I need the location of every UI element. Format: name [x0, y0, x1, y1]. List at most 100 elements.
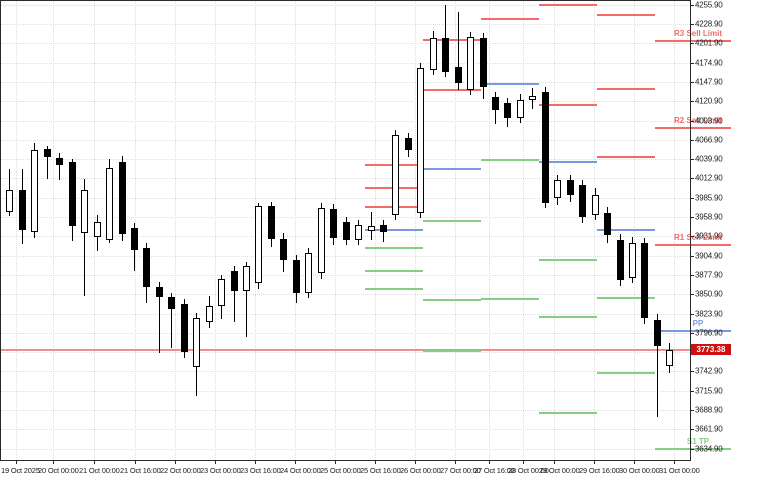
- candle-bullish: [218, 279, 226, 307]
- candle-bullish: [205, 306, 213, 322]
- horizontal-grid-line: [0, 178, 690, 180]
- pivot-level-line: [365, 287, 423, 290]
- horizontal-grid-line: [0, 101, 690, 103]
- time-axis-tick: [94, 461, 95, 464]
- candle-bearish: [267, 206, 275, 240]
- pivot-level-line: [597, 296, 655, 299]
- candle-wick: [457, 11, 459, 90]
- candle-bullish: [31, 149, 39, 232]
- time-axis-tick: [634, 461, 635, 464]
- price-axis-label: 4120.90: [695, 96, 723, 106]
- pivot-level-line: [365, 269, 423, 272]
- candle-bearish: [18, 189, 26, 230]
- pivot-level-line: [597, 229, 655, 231]
- price-axis-label: 4255.90: [695, 0, 723, 10]
- pivot-level-line: [423, 349, 481, 352]
- vertical-grid-line: [523, 0, 524, 460]
- candle-wick: [233, 265, 235, 322]
- candle-bullish: [666, 349, 674, 366]
- candle-bullish: [392, 134, 400, 215]
- time-axis-label: 22 Oct 00:00: [160, 466, 201, 475]
- time-axis-label: 23 Oct 00:00: [200, 466, 241, 475]
- candle-bearish: [541, 91, 549, 203]
- pivot-level-line: [539, 160, 597, 163]
- candle-bullish: [467, 36, 475, 90]
- candle-bullish: [6, 189, 14, 212]
- pivot-level-line: [539, 103, 597, 106]
- candle-bearish: [404, 138, 412, 150]
- pivot-level-line: [539, 412, 597, 414]
- plot-frame-top: [0, 0, 691, 1]
- price-axis-label: 3742.90: [695, 366, 723, 376]
- pivot-level-label: R2 Sell Limit: [673, 116, 723, 125]
- time-axis-label: 23 Oct 16:00: [240, 466, 281, 475]
- candle-wick: [46, 146, 48, 180]
- price-axis-tick: [690, 255, 694, 257]
- candle-bearish: [442, 38, 450, 72]
- time-axis-tick: [53, 461, 54, 464]
- time-axis-tick: [175, 461, 176, 464]
- candle-bullish: [417, 68, 425, 214]
- horizontal-grid-line: [0, 139, 690, 141]
- candle-bearish: [230, 270, 238, 291]
- price-axis-label: 3634.90: [695, 444, 723, 454]
- time-axis-tick: [415, 461, 416, 464]
- pivot-level-line: [539, 3, 597, 6]
- candle-bearish: [616, 239, 624, 280]
- horizontal-grid-line: [0, 294, 690, 296]
- price-axis-tick: [690, 178, 694, 180]
- price-axis-label: 3715.90: [695, 386, 723, 396]
- horizontal-grid-line: [0, 332, 690, 334]
- vertical-grid-line: [455, 0, 456, 460]
- candle-bullish: [529, 96, 537, 101]
- time-axis-tick: [375, 461, 376, 464]
- candle-bearish: [168, 296, 176, 310]
- candle-bearish: [504, 103, 512, 119]
- time-axis-label: 28 Oct 00:00: [508, 466, 549, 475]
- plot-frame-left: [0, 0, 1, 461]
- candle-bearish: [479, 38, 487, 87]
- price-axis-tick: [690, 81, 694, 83]
- candle-bearish: [604, 213, 612, 235]
- pivot-level-label: S1 TP: [686, 436, 710, 446]
- candle-bullish: [317, 207, 325, 274]
- time-axis-label: 21 Oct 16:00: [120, 466, 161, 475]
- time-axis-label: 25 Oct 00:00: [320, 466, 361, 475]
- candle-bullish: [429, 38, 437, 71]
- pivot-level-line: [655, 40, 731, 42]
- horizontal-grid-line: [0, 197, 690, 199]
- pivot-level-line: [655, 127, 731, 129]
- time-axis-label: 27 Oct 16:00: [474, 466, 515, 475]
- price-axis-tick: [690, 43, 694, 45]
- price-axis-tick: [690, 24, 694, 25]
- time-axis-tick: [455, 461, 456, 464]
- time-axis-label: 27 Oct 00:00: [440, 466, 481, 475]
- candle-bearish: [143, 247, 151, 287]
- candle-bearish: [130, 227, 138, 250]
- price-axis-label: 3904.90: [695, 251, 723, 261]
- pivot-level-label: R3 Sell Limit: [673, 29, 723, 38]
- time-axis-label: 25 Oct 16:00: [360, 466, 401, 475]
- pivot-level-label: R1 Sell Limit: [673, 233, 723, 243]
- pivot-level-line: [597, 372, 655, 375]
- time-axis-label: 20 Oct 00:00: [38, 466, 79, 475]
- price-axis-tick: [690, 236, 694, 238]
- price-axis-tick: [690, 448, 694, 450]
- pivot-level-line: [365, 247, 423, 250]
- horizontal-grid-line: [0, 81, 690, 83]
- horizontal-grid-line: [0, 352, 690, 354]
- vertical-grid-line: [53, 0, 54, 460]
- price-axis-label: 3850.90: [695, 289, 723, 299]
- horizontal-grid-line: [0, 255, 690, 257]
- time-axis-tick: [215, 461, 216, 464]
- time-axis-label: 21 Oct 00:00: [79, 466, 120, 475]
- vertical-grid-line: [594, 0, 595, 460]
- price-axis-label: 3823.90: [695, 309, 723, 318]
- pivot-level-line: [423, 88, 481, 91]
- vertical-grid-line: [215, 0, 216, 460]
- candle-bullish: [81, 190, 89, 233]
- time-axis-label: 31 Oct 00:00: [659, 466, 700, 475]
- time-axis-tick: [255, 461, 256, 464]
- pivot-level-line: [539, 259, 597, 262]
